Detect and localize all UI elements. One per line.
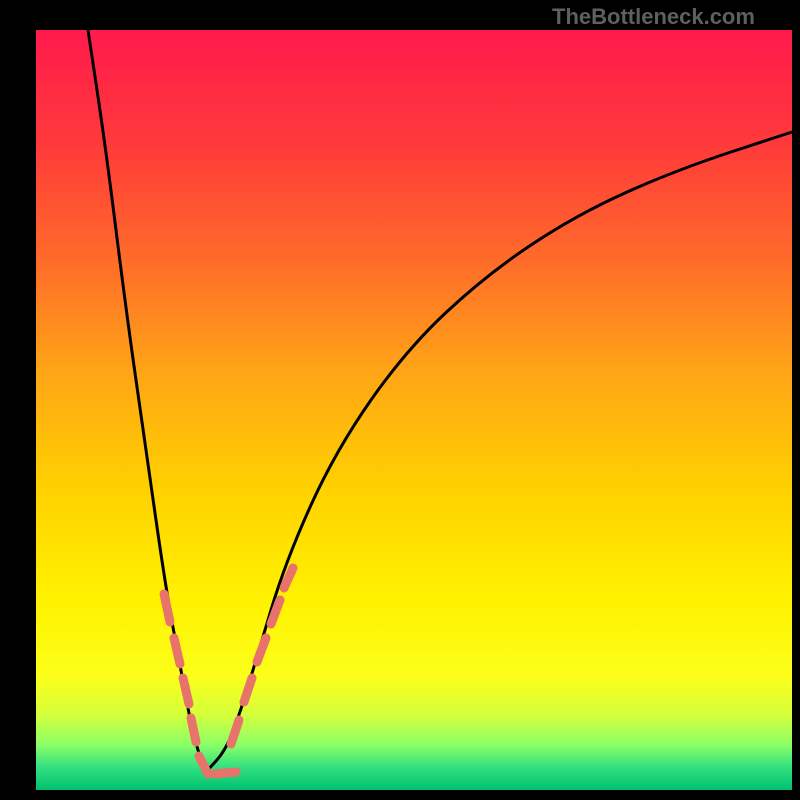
curve-layer (36, 30, 792, 790)
dash-segment (164, 594, 170, 622)
dash-segment (183, 678, 189, 704)
watermark-text: TheBottleneck.com (552, 4, 755, 30)
dash-segment (244, 678, 252, 702)
dash-segment (174, 638, 180, 664)
dash-segment (199, 756, 208, 774)
dash-segment (191, 718, 196, 742)
dash-segment (214, 772, 236, 774)
dash-segment (257, 638, 266, 662)
dash-segment (231, 720, 239, 744)
plot-area (36, 30, 792, 790)
bottleneck-curve (88, 30, 792, 772)
